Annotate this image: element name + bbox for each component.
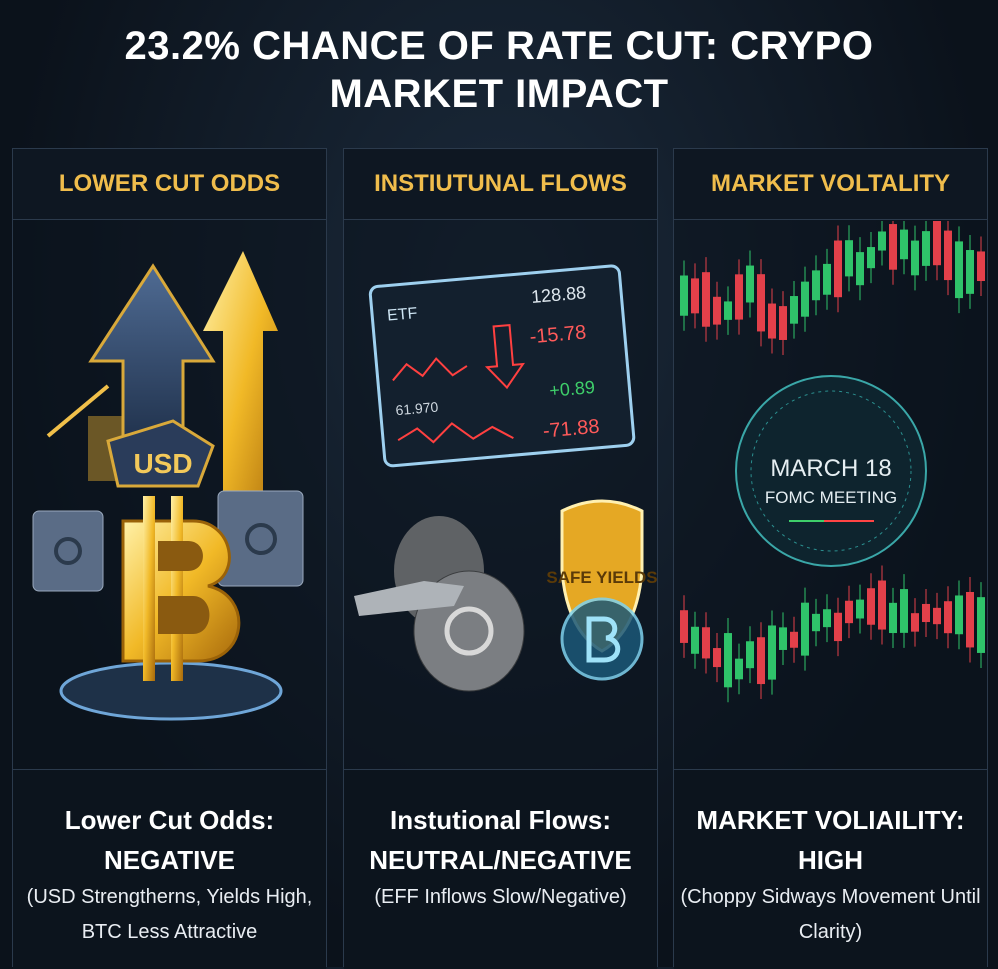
bitcoin-icon xyxy=(143,496,155,681)
caption: MARKET VOLIAILITY: HIGH (Choppy Sidways … xyxy=(674,769,987,969)
screen-change: +0.89 xyxy=(549,377,596,401)
safe-dial xyxy=(54,537,82,565)
panel: LOWER CUT ODDS USD Lower Cut Odds: NEGAT… xyxy=(12,148,327,969)
event-name: FOMC MEETING xyxy=(765,488,897,507)
safe xyxy=(32,510,104,592)
caption-note: (USD Strengtherns, Yields High, BTC Less… xyxy=(26,886,313,943)
bitcoin-icon xyxy=(171,496,183,681)
panel-heading: INSTIUTUNAL FLOWS xyxy=(344,149,657,220)
event-date: MARCH 18 xyxy=(770,455,891,482)
screen-chart xyxy=(392,357,468,382)
down-arrow xyxy=(484,323,525,390)
clock-ring xyxy=(750,390,912,552)
caption: Instutional Flows: NEUTRAL/NEGATIVE (EFF… xyxy=(344,769,657,969)
clock-ring xyxy=(735,375,927,567)
shield-text: SAFE YIELDS xyxy=(546,568,657,587)
screen-ticker: 61.970 xyxy=(395,399,439,419)
illustration: ETF 128.88 -15.78 61.970 +0.89 -71.88 SA… xyxy=(354,264,657,692)
illustration: USD xyxy=(32,251,304,721)
hand xyxy=(354,581,464,616)
caption-title: Lower Cut Odds: xyxy=(64,805,275,835)
gold-arrow xyxy=(203,251,278,541)
screen-label: ETF xyxy=(387,305,419,325)
caption: Lower Cut Odds: NEGATIVE (USD Strengther… xyxy=(13,769,326,969)
bitcoin-icon xyxy=(158,541,210,634)
small-arrow xyxy=(46,384,110,438)
caption-verdict: NEGATIVE xyxy=(104,845,235,875)
badge-text: USD xyxy=(133,448,192,479)
illustration: MARCH 18 FOMC MEETING xyxy=(680,221,985,703)
screen-frame xyxy=(368,264,636,468)
safe xyxy=(217,490,304,587)
page-title: 23.2% CHANCE OF RATE CUT: CRYPO MARKET I… xyxy=(124,24,874,116)
screen-chart xyxy=(397,422,514,444)
caption-title: MARKET VOLIAILITY: xyxy=(696,805,965,835)
panel-heading: LOWER CUT ODDS xyxy=(13,149,326,220)
caption-note: (Choppy Sidways Movement Until Clarity) xyxy=(680,886,981,943)
caption-verdict: NEUTRAL/NEGATIVE xyxy=(369,845,632,875)
bitcoin-coin xyxy=(560,597,644,681)
screen-price: 128.88 xyxy=(530,282,587,307)
panel: MARKET VOLTALITY MARCH 18 FOMC MEETING M… xyxy=(673,148,988,969)
screen-change: -15.78 xyxy=(529,321,587,348)
panel: INSTIUTUNAL FLOWS ETF 128.88 -15.78 61.9… xyxy=(343,148,658,969)
safe-dial xyxy=(245,523,277,555)
caption-verdict: HIGH xyxy=(798,845,863,875)
caption-title: Instutional Flows: xyxy=(390,805,611,835)
etf-screen: ETF 128.88 -15.78 61.970 +0.89 -71.88 xyxy=(368,264,636,468)
panel-heading: MARKET VOLTALITY xyxy=(674,149,987,220)
screen-change: -71.88 xyxy=(542,416,600,443)
bitcoin-icon xyxy=(586,616,621,663)
caption-note: (EFF Inflows Slow/Negative) xyxy=(374,886,627,908)
dollar-icon xyxy=(444,606,494,656)
usd-badge xyxy=(106,419,215,488)
